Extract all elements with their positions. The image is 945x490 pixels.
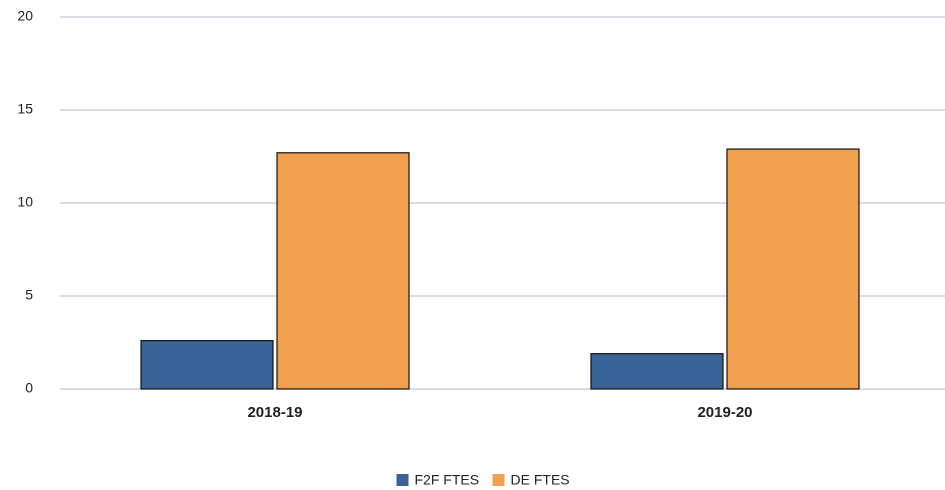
legend-swatch	[396, 474, 409, 486]
legend-label: F2F FTES	[415, 472, 480, 488]
y-tick-label: 5	[25, 287, 33, 303]
y-tick-label: 0	[25, 380, 33, 396]
y-tick-label: 20	[17, 8, 33, 24]
legend-swatch	[492, 474, 505, 486]
x-tick-label: 2018-19	[247, 404, 302, 421]
y-tick-label: 10	[17, 194, 33, 210]
bar	[276, 152, 410, 390]
legend-label: DE FTES	[511, 472, 570, 488]
x-tick-label: 2019-20	[697, 404, 752, 421]
bar	[140, 340, 274, 390]
bar	[590, 353, 724, 390]
bar	[726, 148, 860, 390]
y-tick-label: 15	[17, 101, 33, 117]
